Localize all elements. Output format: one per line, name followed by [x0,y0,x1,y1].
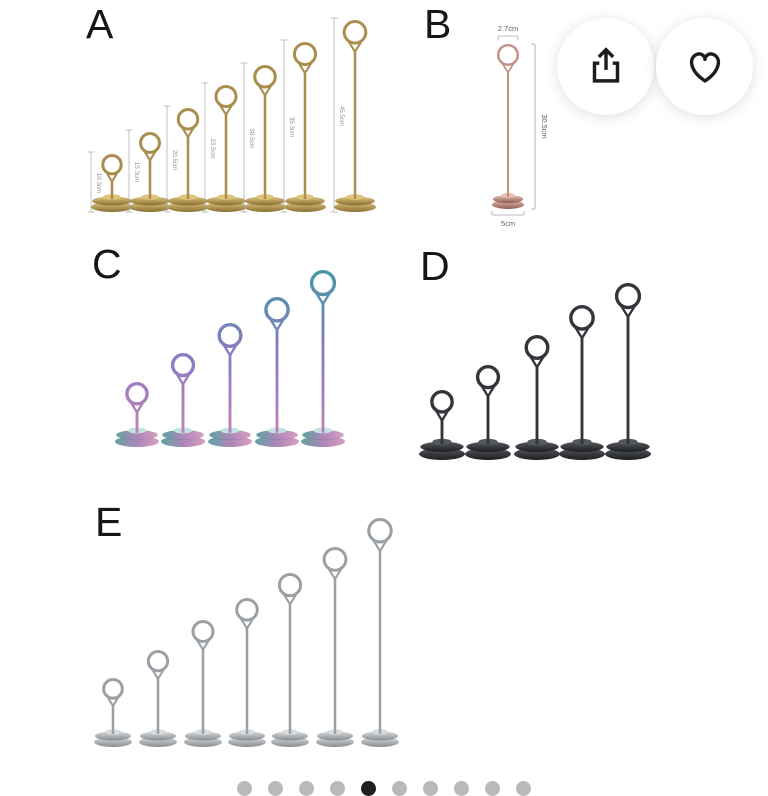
share-button[interactable] [557,18,654,115]
pagination-dot-6[interactable] [392,781,407,796]
dimension-label: 5cm [501,219,515,228]
rose-gold-holder-dimensions-image: 2.7cm 30.5cm 5cm [491,24,549,228]
dimension-label: 35.3cm [288,117,295,137]
heart-icon [689,51,720,83]
pagination-dots [237,781,531,796]
black-holders-image [419,283,651,460]
pagination-dot-3[interactable] [299,781,314,796]
panel-letter-d: D [420,243,450,289]
dimension-label: 2.7cm [498,24,518,33]
silver-holders-image [94,518,399,747]
pagination-dot-7[interactable] [423,781,438,796]
pagination-dot-4[interactable] [330,781,345,796]
dimension-label: 10.3cm [95,173,102,193]
favorite-button[interactable] [656,18,753,115]
panel-letter-a: A [86,1,114,47]
panel-letter-e: E [95,499,123,545]
dimension-label: 45.5cm [338,106,345,126]
pagination-dot-5-active[interactable] [361,781,376,796]
pagination-dot-10[interactable] [516,781,531,796]
rainbow-holders-image [115,270,345,447]
dimension-label: 23.5cm [209,138,216,158]
pagination-dot-8[interactable] [454,781,469,796]
dimension-label: 30.5cm [248,128,255,148]
share-upload-icon [592,46,619,83]
pagination-dot-2[interactable] [268,781,283,796]
pagination-dot-9[interactable] [485,781,500,796]
dimension-label: 20.5cm [171,150,178,170]
pagination-dot-1[interactable] [237,781,252,796]
gold-holders-image: 10.3cm 15.3cm 20.5cm 23.5cm 30.5cm 35.3cm 45.5… [87,17,376,213]
panel-letter-c: C [92,241,122,287]
panel-letter-b: B [424,1,452,47]
dimension-label: 15.3cm [133,162,140,182]
dimension-label: 30.5cm [540,114,549,139]
